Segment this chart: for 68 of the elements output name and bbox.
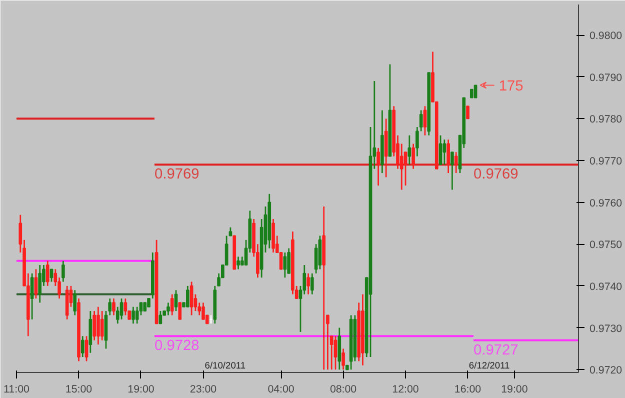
candlestick	[412, 143, 415, 170]
candlestick	[96, 306, 100, 346]
candlestick	[190, 281, 194, 316]
candlestick	[135, 306, 139, 324]
candlestick	[287, 248, 290, 274]
x-tick-label: 16:00	[454, 384, 482, 396]
candlestick	[474, 84, 478, 98]
candlestick	[132, 306, 135, 324]
candlestick	[202, 302, 205, 320]
y-tick-label: 0.9770	[590, 155, 622, 168]
candlestick	[124, 298, 128, 316]
candlestick	[120, 298, 124, 320]
candlestick	[84, 335, 88, 362]
candlestick	[46, 260, 50, 287]
candlestick	[186, 285, 190, 308]
candlestick	[174, 289, 178, 312]
candlestick	[112, 298, 116, 316]
x-tick-label: 04:00	[268, 384, 294, 396]
y-tick-label: 0.9790	[590, 72, 622, 84]
y-tick-label: 0.9730	[590, 322, 622, 335]
candlestick	[50, 268, 54, 282]
candlestick	[73, 289, 77, 316]
annotation: 175	[498, 78, 524, 95]
candlestick	[466, 106, 470, 120]
candlestick	[62, 260, 65, 282]
candlestick	[166, 302, 170, 316]
annotation: 0.9728	[154, 338, 200, 354]
candlestick	[34, 268, 38, 300]
candlestick	[376, 147, 380, 186]
candlestick	[80, 335, 84, 358]
candlestick	[170, 294, 174, 316]
y-tick-label: 0.9740	[590, 280, 622, 293]
x-tick-label: 08:00	[330, 384, 357, 396]
annotation: 0.9727	[473, 342, 518, 358]
y-tick-label: 0.9800	[590, 30, 622, 42]
candlestick	[454, 151, 458, 174]
candlestick	[158, 310, 162, 324]
candlestick	[334, 335, 338, 370]
candlestick	[178, 302, 182, 320]
y-tick-label: 0.9750	[590, 239, 622, 252]
candlestick	[283, 252, 287, 278]
x-tick-label: 19:00	[128, 384, 154, 396]
x-tick-label: 11:00	[4, 384, 30, 396]
y-tick-label: 0.9720	[590, 364, 622, 377]
candlestick	[100, 310, 104, 341]
annotation: 6/12/2011	[468, 360, 510, 370]
annotation: 0.9769	[473, 166, 518, 183]
candlestick	[450, 151, 454, 190]
candlestick	[408, 134, 412, 166]
annotation: 6/10/2011	[204, 360, 246, 370]
candlestick	[92, 310, 96, 341]
candlestick	[310, 272, 314, 295]
candlestick	[30, 272, 34, 320]
candlestick	[446, 138, 450, 174]
candlestick	[236, 256, 240, 270]
candlestick	[306, 272, 310, 295]
x-tick-label: 23:00	[190, 384, 217, 396]
candlestick	[423, 105, 427, 136]
annotation: 0.9769	[154, 166, 200, 183]
candlestick	[342, 348, 345, 370]
y-tick-label: 0.9760	[590, 197, 622, 210]
x-tick-label: 15:00	[65, 384, 92, 396]
x-tick-label: 19:00	[501, 384, 528, 396]
x-tick-label: 12:00	[392, 384, 419, 396]
candlestick	[38, 264, 42, 304]
candlestick	[108, 298, 112, 316]
candlestick	[438, 134, 442, 166]
y-tick-label: 0.9780	[590, 114, 622, 126]
